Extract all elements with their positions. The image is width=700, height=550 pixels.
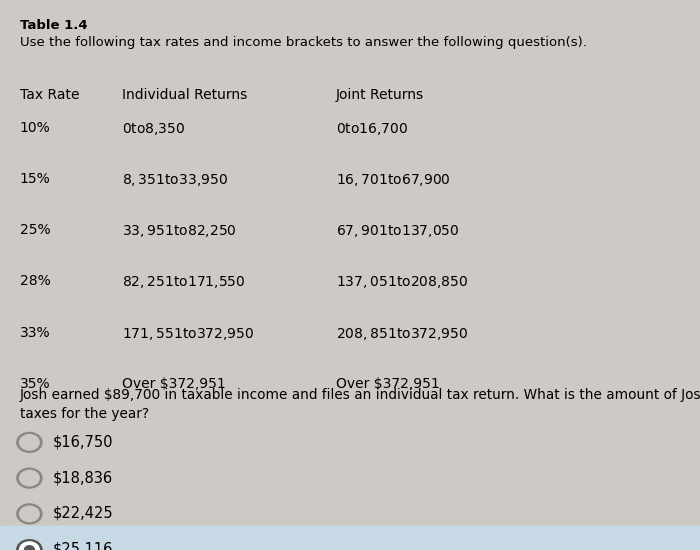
FancyBboxPatch shape (0, 526, 700, 550)
Circle shape (20, 506, 39, 521)
Text: Tax Rate: Tax Rate (20, 88, 79, 102)
Text: $22,425: $22,425 (52, 506, 113, 521)
Text: 28%: 28% (20, 274, 50, 288)
Text: $16,750: $16,750 (52, 434, 113, 449)
Text: $16,701 to $67,900: $16,701 to $67,900 (336, 172, 451, 188)
Circle shape (17, 540, 42, 550)
Circle shape (25, 546, 34, 550)
Text: $18,836: $18,836 (52, 470, 113, 485)
Text: $0 to $8,350: $0 to $8,350 (122, 121, 186, 137)
Text: $25,116: $25,116 (52, 542, 113, 550)
Text: 15%: 15% (20, 172, 50, 186)
Text: $8,351 to $33,950: $8,351 to $33,950 (122, 172, 228, 188)
Text: taxes for the year?: taxes for the year? (20, 407, 148, 421)
Text: $208,851 to $372,950: $208,851 to $372,950 (336, 326, 468, 342)
Text: Over $372,951: Over $372,951 (122, 377, 226, 390)
Text: Joint Returns: Joint Returns (336, 88, 424, 102)
Text: Over $372,951: Over $372,951 (336, 377, 440, 390)
Text: 35%: 35% (20, 377, 50, 390)
Circle shape (20, 542, 39, 550)
Text: $137,051 to $208,850: $137,051 to $208,850 (336, 274, 468, 290)
Text: Individual Returns: Individual Returns (122, 88, 248, 102)
Circle shape (20, 470, 39, 486)
Text: $82,251 to $171,550: $82,251 to $171,550 (122, 274, 246, 290)
Circle shape (17, 432, 42, 452)
Text: $33,951 to $82,250: $33,951 to $82,250 (122, 223, 237, 239)
Text: Josh earned $89,700 in taxable income and files an individual tax return. What i: Josh earned $89,700 in taxable income an… (20, 388, 700, 402)
Text: $67,901 to $137,050: $67,901 to $137,050 (336, 223, 459, 239)
Text: Use the following tax rates and income brackets to answer the following question: Use the following tax rates and income b… (20, 36, 587, 49)
Text: $171,551 to $372,950: $171,551 to $372,950 (122, 326, 255, 342)
Text: 25%: 25% (20, 223, 50, 237)
Text: Table 1.4: Table 1.4 (20, 19, 88, 32)
Text: 10%: 10% (20, 121, 50, 135)
Circle shape (17, 468, 42, 488)
Text: $0 to $16,700: $0 to $16,700 (336, 121, 408, 137)
Text: 33%: 33% (20, 326, 50, 339)
Circle shape (20, 434, 39, 450)
Circle shape (17, 504, 42, 524)
